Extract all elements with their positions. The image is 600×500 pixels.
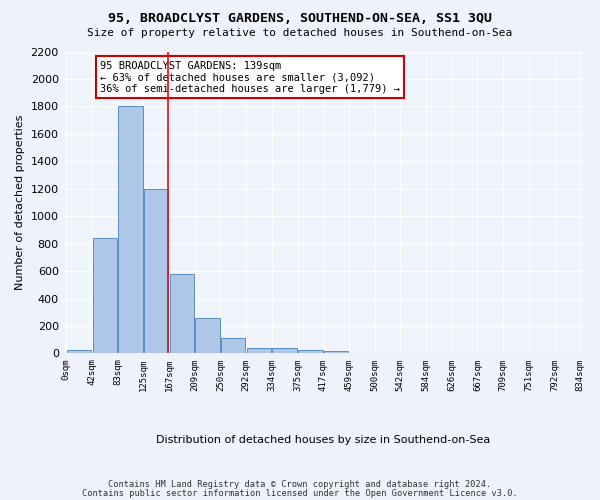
Text: Size of property relative to detached houses in Southend-on-Sea: Size of property relative to detached ho… [88, 28, 512, 38]
Y-axis label: Number of detached properties: Number of detached properties [15, 115, 25, 290]
Text: Contains HM Land Registry data © Crown copyright and database right 2024.: Contains HM Land Registry data © Crown c… [109, 480, 491, 489]
Bar [221, 338, 245, 353]
Bar [170, 274, 194, 353]
Bar [272, 348, 297, 354]
Bar [144, 188, 169, 354]
Text: 95 BROADCLYST GARDENS: 139sqm
← 63% of detached houses are smaller (3,092)
36% o: 95 BROADCLYST GARDENS: 139sqm ← 63% of d… [100, 60, 400, 94]
Bar [196, 318, 220, 354]
Bar [247, 348, 271, 354]
Bar [67, 350, 91, 354]
X-axis label: Distribution of detached houses by size in Southend-on-Sea: Distribution of detached houses by size … [156, 435, 490, 445]
Bar [324, 352, 348, 354]
Bar [92, 238, 117, 354]
Bar [118, 106, 143, 354]
Bar [298, 350, 323, 354]
Text: 95, BROADCLYST GARDENS, SOUTHEND-ON-SEA, SS1 3QU: 95, BROADCLYST GARDENS, SOUTHEND-ON-SEA,… [108, 12, 492, 26]
Text: Contains public sector information licensed under the Open Government Licence v3: Contains public sector information licen… [82, 488, 518, 498]
